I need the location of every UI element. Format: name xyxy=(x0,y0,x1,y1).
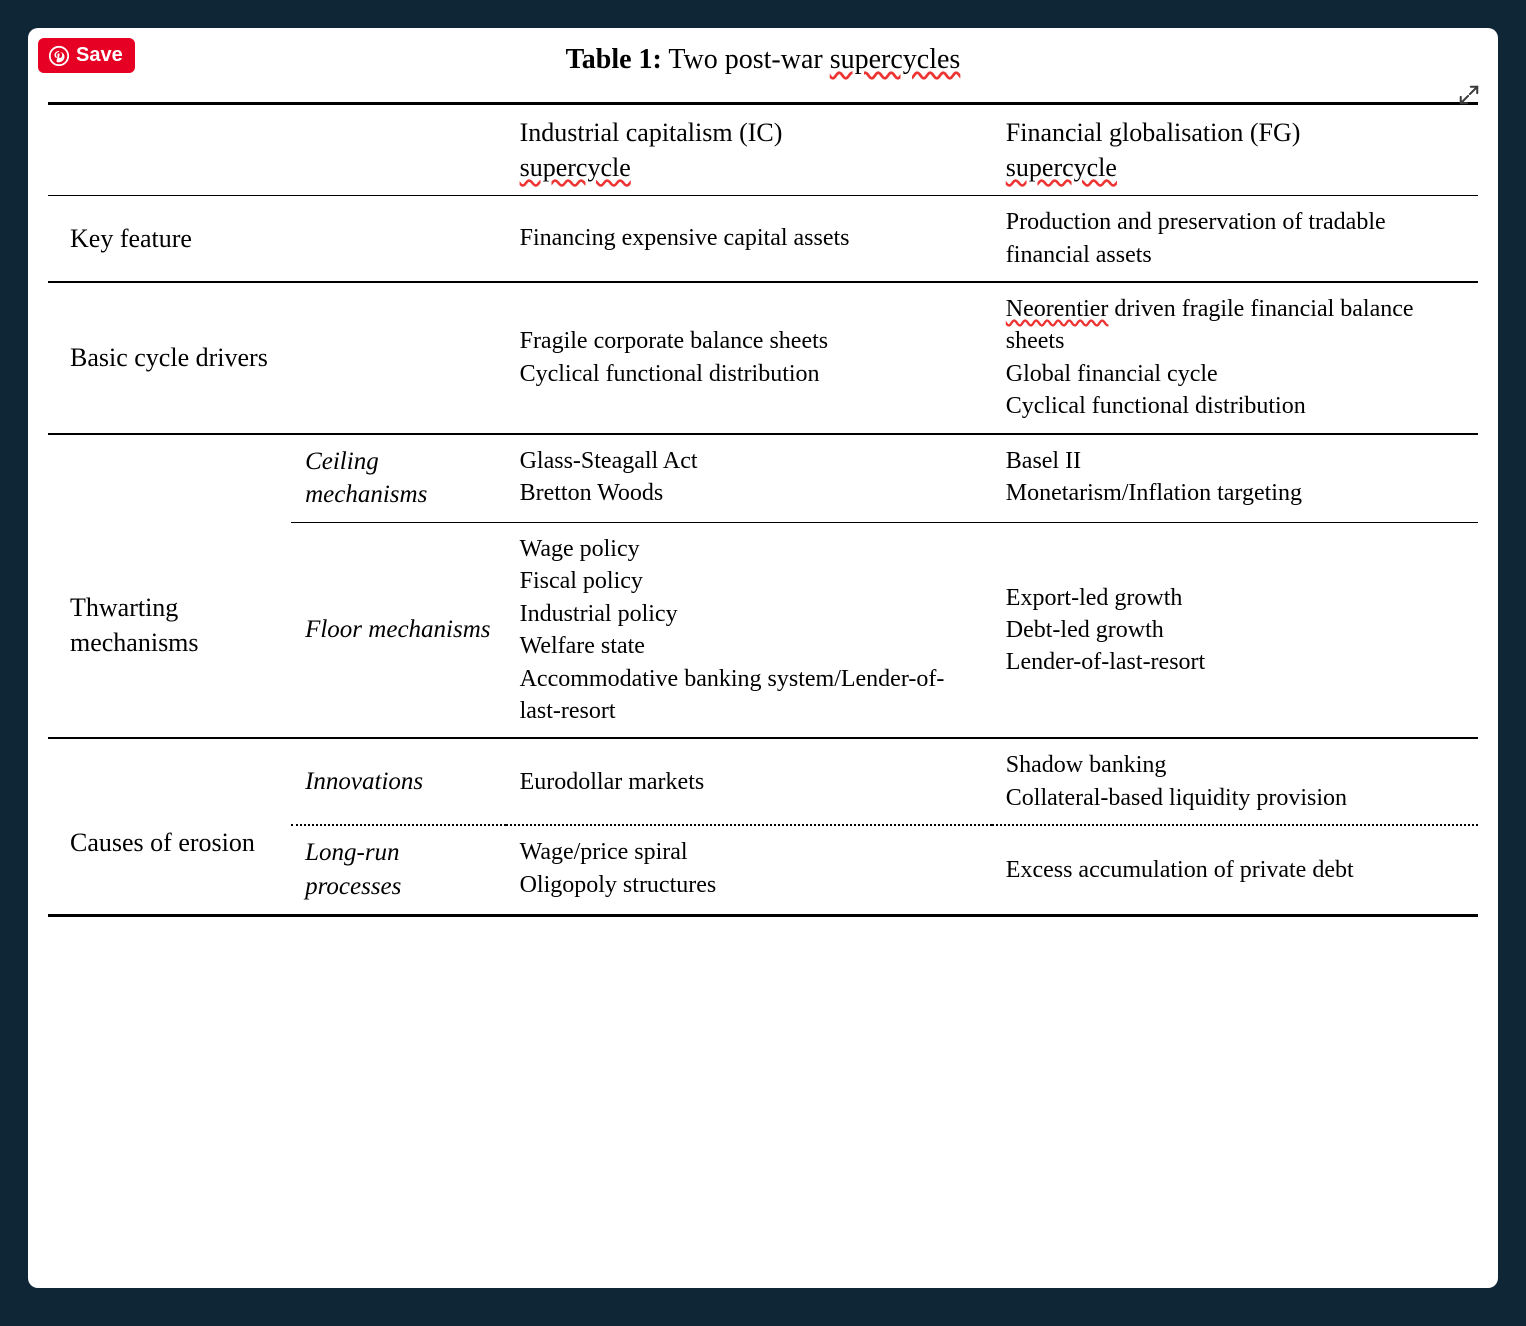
line: Glass-Steagall Act xyxy=(520,445,978,477)
caption-label: Table 1: xyxy=(566,44,662,75)
cell-longrun-fg: Excess accumulation of private debt xyxy=(992,825,1478,915)
line: Debt-led growth xyxy=(1006,614,1464,646)
row-basic-drivers: Basic cycle drivers Fragile corporate ba… xyxy=(48,282,1478,434)
cell-ceiling-ic: Glass-Steagall Act Bretton Woods xyxy=(506,434,992,523)
line: Wage policy xyxy=(520,533,978,565)
row-thwarting-ceiling: Ceiling mechanisms Glass-Steagall Act Br… xyxy=(48,434,1478,523)
sublabel-innovations: Innovations xyxy=(291,738,506,825)
spacer xyxy=(48,434,291,523)
cell-key-feature-ic: Financing expensive capital assets xyxy=(506,196,992,282)
cell-innovations-ic: Eurodollar markets xyxy=(506,738,992,825)
line: Cyclical functional distribution xyxy=(520,358,978,390)
table-caption: Table 1: Two post-war supercycles xyxy=(48,44,1478,76)
row-label-key-feature: Key feature xyxy=(48,196,506,282)
spacer xyxy=(48,738,291,825)
row-label-thwarting: Thwarting mechanisms xyxy=(48,523,291,739)
row-erosion-longrun: Causes of erosion Long-run processes Wag… xyxy=(48,825,1478,915)
caption-text-wavy: supercycles xyxy=(830,44,961,75)
line: Welfare state xyxy=(520,630,978,662)
cell-ceiling-fg: Basel II Monetarism/Inflation targeting xyxy=(992,434,1478,523)
pinterest-icon xyxy=(48,45,70,67)
line: Fragile corporate balance sheets xyxy=(520,325,978,357)
document-page: Save Table 1: Two post-war supercycles I… xyxy=(28,28,1498,1288)
line: Export-led growth xyxy=(1006,582,1464,614)
line: Global financial cycle xyxy=(1006,358,1464,390)
cell-floor-fg: Export-led growth Debt-led growth Lender… xyxy=(992,523,1478,739)
line: Excess accumulation of private debt xyxy=(1006,854,1464,886)
row-label-basic-drivers: Basic cycle drivers xyxy=(48,282,506,434)
line: Basel II xyxy=(1006,445,1464,477)
wavy-word: Neorentier xyxy=(1006,296,1109,322)
line: Monetarism/Inflation targeting xyxy=(1006,477,1464,509)
supercycles-table: Industrial capitalism (IC) supercycle Fi… xyxy=(48,102,1478,917)
col-header-ic-line1: Industrial capitalism (IC) xyxy=(520,118,783,147)
table-header-row: Industrial capitalism (IC) supercycle Fi… xyxy=(48,104,1478,196)
sublabel-longrun: Long-run processes xyxy=(291,825,506,915)
row-key-feature: Key feature Financing expensive capital … xyxy=(48,196,1478,282)
col-header-fg-line1: Financial globalisation (FG) xyxy=(1006,118,1301,147)
save-button-label: Save xyxy=(76,44,123,67)
cell-basic-drivers-fg: Neorentier driven fragile financial bala… xyxy=(992,282,1478,434)
cell-innovations-fg: Shadow banking Collateral-based liquidit… xyxy=(992,738,1478,825)
col-header-fg-line2: supercycle xyxy=(1006,153,1117,182)
row-label-erosion: Causes of erosion xyxy=(48,825,291,915)
line: Oligopoly structures xyxy=(520,869,978,901)
cell-floor-ic: Wage policy Fiscal policy Industrial pol… xyxy=(506,523,992,739)
line: Neorentier driven fragile financial bala… xyxy=(1006,293,1464,358)
save-button[interactable]: Save xyxy=(38,38,135,73)
expand-icon[interactable] xyxy=(1458,84,1480,113)
row-erosion-innovations: Innovations Eurodollar markets Shadow ba… xyxy=(48,738,1478,825)
sublabel-floor: Floor mechanisms xyxy=(291,523,506,739)
caption-text-pre: Two post-war xyxy=(662,44,830,75)
row-thwarting-floor: Thwarting mechanisms Floor mechanisms Wa… xyxy=(48,523,1478,739)
line: Bretton Woods xyxy=(520,477,978,509)
line: Cyclical functional distribution xyxy=(1006,390,1464,422)
col-header-fg: Financial globalisation (FG) supercycle xyxy=(992,104,1478,196)
sublabel-ceiling: Ceiling mechanisms xyxy=(291,434,506,523)
line: Lender-of-last-resort xyxy=(1006,646,1464,678)
line: Fiscal policy xyxy=(520,565,978,597)
line: Eurodollar markets xyxy=(520,766,978,798)
line: Industrial policy xyxy=(520,598,978,630)
line: Wage/price spiral xyxy=(520,836,978,868)
line: Collateral-based liquidity provision xyxy=(1006,782,1464,814)
col-header-ic-line2: supercycle xyxy=(520,153,631,182)
col-header-ic: Industrial capitalism (IC) supercycle xyxy=(506,104,992,196)
line: Accommodative banking system/Lender-of-l… xyxy=(520,663,978,728)
cell-basic-drivers-ic: Fragile corporate balance sheets Cyclica… xyxy=(506,282,992,434)
cell-longrun-ic: Wage/price spiral Oligopoly structures xyxy=(506,825,992,915)
cell-key-feature-fg: Production and preservation of tradable … xyxy=(992,196,1478,282)
line: Shadow banking xyxy=(1006,749,1464,781)
